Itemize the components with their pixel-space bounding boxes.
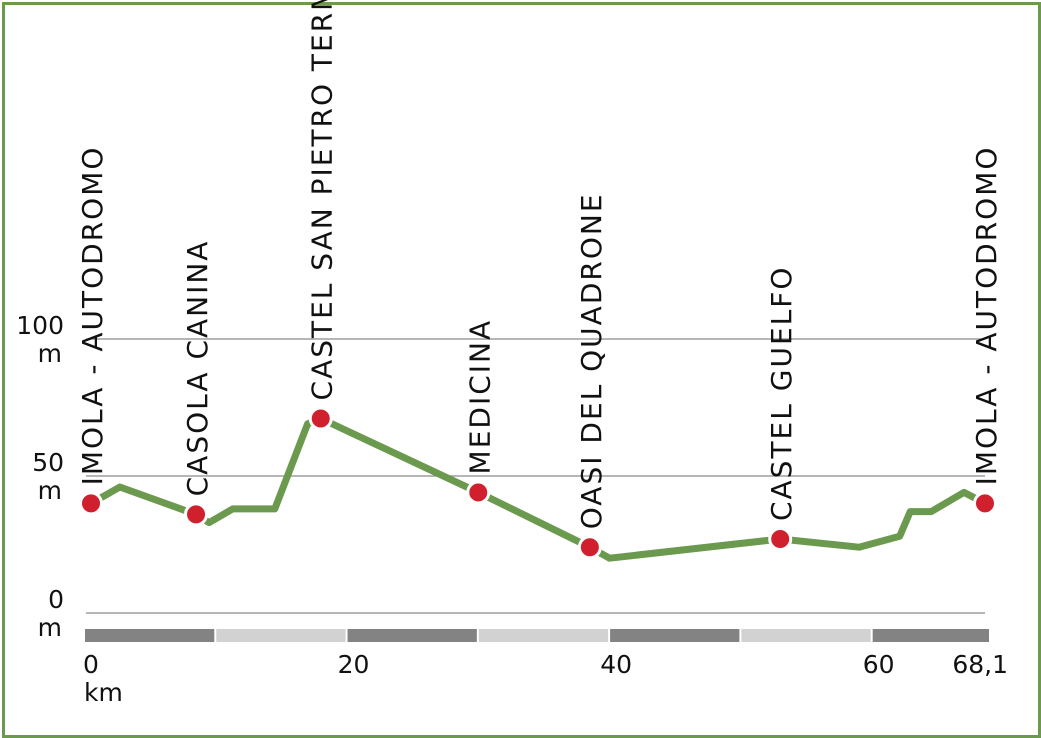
y-tick-unit-100: m <box>38 339 62 368</box>
stop-label-5: CASTEL GUELFO <box>765 266 798 521</box>
stop-marker-6 <box>973 491 997 516</box>
stop-label-4: OASI DEL QUADRONE <box>575 192 608 529</box>
scale-segment-5 <box>741 629 871 642</box>
stop-label-6: IMOLA - AUTODROMO <box>970 146 1003 486</box>
scale-segment-6 <box>872 629 989 642</box>
stop-markers <box>79 406 997 560</box>
x-tick-label-40: 40 <box>600 650 632 679</box>
scale-segment-4 <box>610 629 740 642</box>
y-tick-label-50: 50 <box>32 448 64 477</box>
scale-segment-2 <box>347 629 477 642</box>
y-tick-label-100: 100 <box>16 311 64 340</box>
stop-marker-3 <box>466 480 491 505</box>
y-tick-unit-0: m <box>38 613 62 642</box>
stop-label-3: MEDICINA <box>463 319 496 475</box>
x-axis-unit-label: km <box>84 678 123 707</box>
scale-segment-0 <box>85 629 215 642</box>
stop-marker-4 <box>577 535 602 560</box>
distance-scale-bar <box>85 629 989 642</box>
stop-marker-0 <box>79 491 103 516</box>
y-tick-label-0: 0 <box>48 585 64 614</box>
stop-label-0: IMOLA - AUTODROMO <box>76 146 109 486</box>
stop-marker-2 <box>308 406 333 431</box>
stop-label-2: CASTEL SAN PIETRO TERME <box>306 0 339 400</box>
stop-marker-1 <box>184 502 209 527</box>
x-tick-label-60: 60 <box>863 650 895 679</box>
stop-marker-5 <box>768 527 793 552</box>
grid <box>86 338 985 614</box>
y-tick-unit-50: m <box>38 476 62 505</box>
x-tick-label-0: 0 <box>83 650 99 679</box>
scale-segment-1 <box>216 629 346 642</box>
x-axis-ticks: 0 20 40 60 68,1 <box>83 650 1008 679</box>
x-tick-label-68,1: 68,1 <box>952 650 1008 679</box>
elevation-line <box>87 415 989 562</box>
scale-segment-3 <box>478 629 609 642</box>
stop-label-1: CASOLA CANINA <box>181 240 214 497</box>
stop-labels: IMOLA - AUTODROMO CASOLA CANINA CASTEL SAN… <box>76 0 1003 529</box>
x-tick-label-20: 20 <box>338 650 370 679</box>
